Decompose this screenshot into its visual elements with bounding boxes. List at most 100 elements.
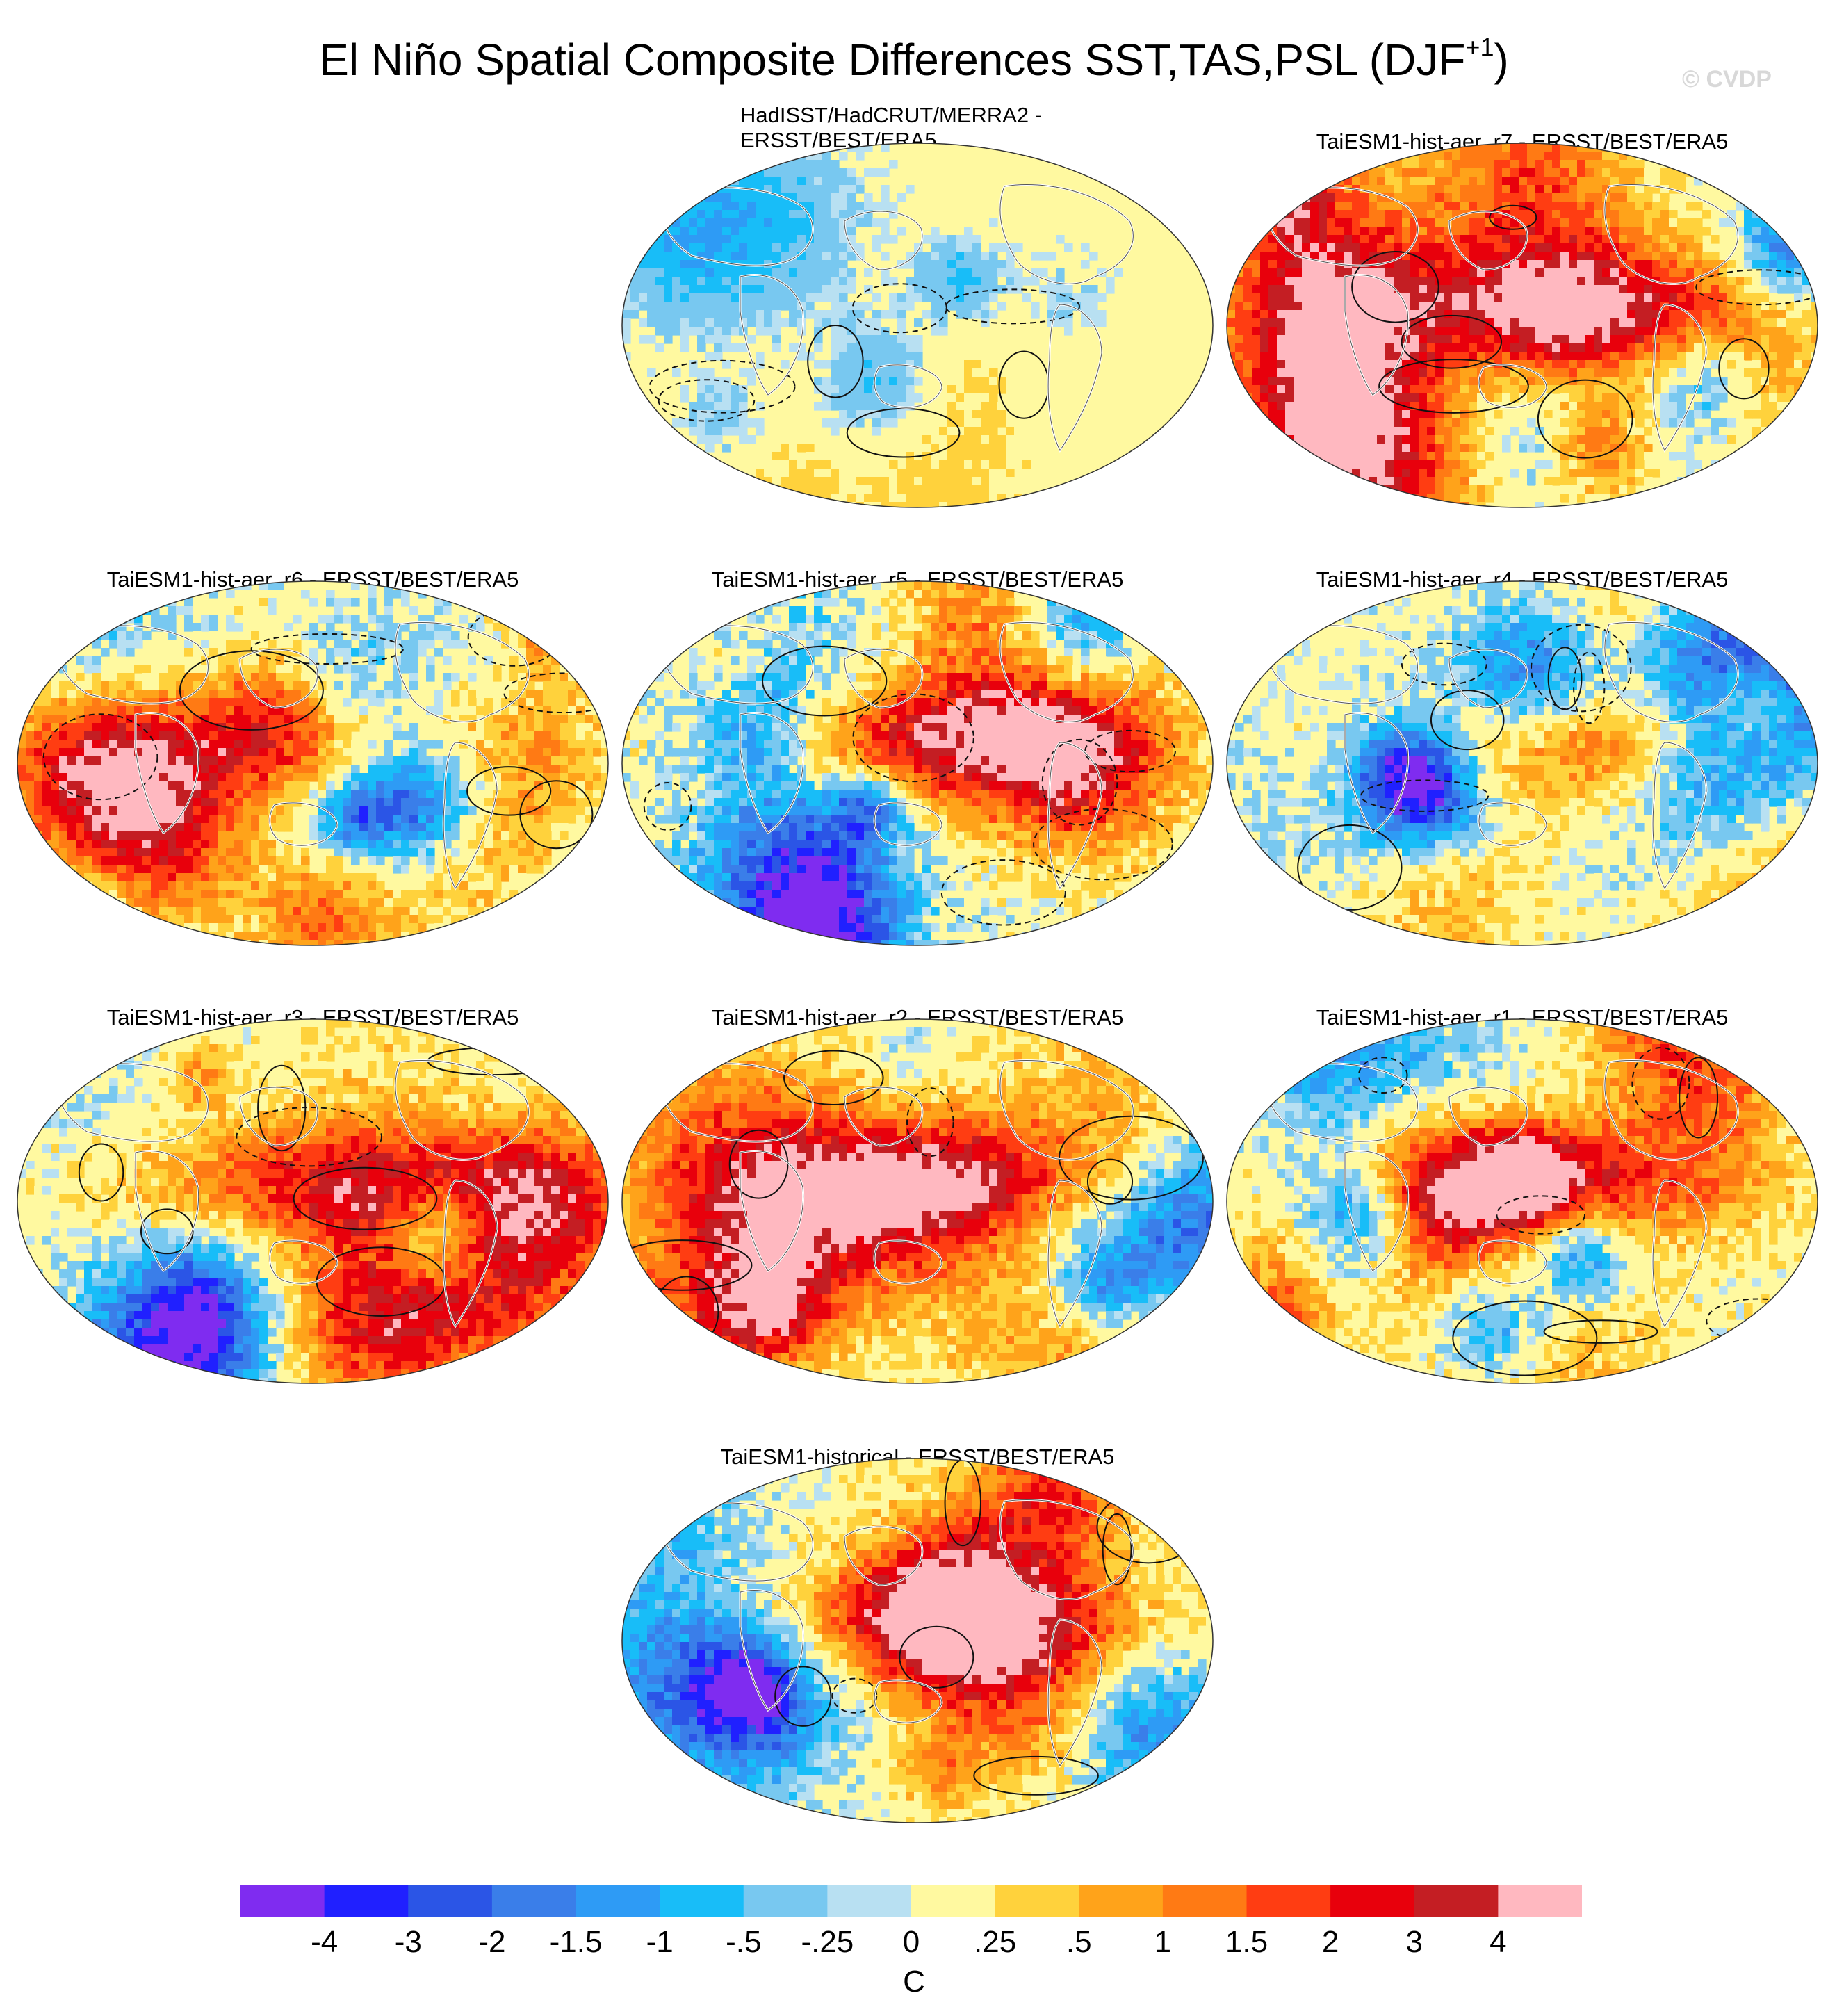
coastline <box>395 622 529 722</box>
colorbar-tick-label: -3 <box>366 1926 450 1959</box>
psl-contour <box>1401 642 1487 686</box>
map-border <box>621 1458 1214 1823</box>
coastline <box>844 1526 923 1586</box>
coastline <box>999 622 1134 722</box>
psl-contour <box>807 325 864 398</box>
coastline <box>1448 649 1528 708</box>
coastline <box>740 712 804 834</box>
coastline <box>1047 742 1102 889</box>
colorbar-swatch <box>1414 1885 1499 1917</box>
coastline <box>56 625 209 704</box>
colorbar-swatch <box>240 1885 325 1917</box>
psl-contour <box>1452 1300 1598 1376</box>
colorbar-tick-label: -.25 <box>785 1926 869 1959</box>
map-panel-r3: TaiESM1-hist-aer_r3 - ERSST/BEST/ERA5 <box>10 979 615 1396</box>
psl-contour <box>1543 1319 1658 1344</box>
map-panel-r6: TaiESM1-hist-aer_r6 - ERSST/BEST/ERA5 <box>10 541 615 958</box>
coastline <box>269 802 338 846</box>
anomaly-field <box>622 143 1213 507</box>
colorbar-swatch <box>408 1885 493 1917</box>
anomaly-field <box>1227 581 1818 945</box>
coastline <box>1266 625 1418 704</box>
map-panel-r4: TaiESM1-hist-aer_r4 - ERSST/BEST/ERA5 <box>1220 541 1825 958</box>
coastline <box>844 1087 923 1146</box>
colorbar-swatch <box>827 1885 912 1917</box>
colorbar-swatch <box>1162 1885 1247 1917</box>
anomaly-field <box>17 581 608 945</box>
coastline <box>135 712 199 834</box>
anomaly-field <box>1227 143 1818 507</box>
coastline <box>1478 364 1547 408</box>
robinson-map <box>621 1018 1214 1384</box>
anomaly-field <box>622 1458 1213 1823</box>
robinson-map <box>621 143 1214 508</box>
coastline <box>1652 1180 1707 1327</box>
map-panel-obs: HadISST/HadCRUT/MERRA2 - ERSST/BEST/ERA5 <box>615 103 1220 520</box>
coastline <box>56 1063 209 1142</box>
coastline <box>1604 1060 1738 1160</box>
colorbar-tick-label: -1.5 <box>534 1926 618 1959</box>
map-border <box>1226 143 1818 508</box>
psl-contour <box>1496 1195 1585 1235</box>
psl-contour <box>1695 269 1818 306</box>
psl-contour <box>783 1050 884 1106</box>
psl-contour <box>728 1129 789 1199</box>
map-panel-r7: TaiESM1-hist-aer_r7 - ERSST/BEST/ERA5 <box>1220 103 1825 520</box>
psl-contour <box>940 859 1066 926</box>
psl-contour <box>1430 690 1505 751</box>
psl-contour <box>643 782 692 831</box>
coastline <box>661 1063 813 1142</box>
coastline <box>1604 184 1738 284</box>
coastline <box>1047 304 1102 451</box>
colorbar-tick-label: -2 <box>450 1926 534 1959</box>
coastline <box>999 1499 1134 1600</box>
coastline <box>1344 712 1409 834</box>
colorbar-swatch <box>995 1885 1079 1917</box>
robinson-map <box>621 580 1214 946</box>
coastline <box>135 1150 199 1271</box>
psl-contour <box>1531 624 1632 713</box>
colorbar-tick-label: 1.5 <box>1205 1926 1289 1959</box>
coastline <box>874 802 942 846</box>
psl-contour <box>973 1755 1099 1796</box>
psl-contour <box>1059 1115 1205 1201</box>
psl-contour <box>1357 1057 1408 1094</box>
coastline <box>874 1240 942 1284</box>
map-panel-r5: TaiESM1-hist-aer_r5 - ERSST/BEST/ERA5 <box>615 541 1220 958</box>
psl-contour <box>1547 647 1583 710</box>
coastline <box>661 187 813 266</box>
robinson-map <box>1226 1018 1818 1384</box>
colorbar-tick-label: 2 <box>1289 1926 1372 1959</box>
colorbar-swatch <box>660 1885 744 1917</box>
coastline <box>844 649 923 708</box>
map-border <box>621 143 1214 508</box>
map-border <box>1226 1018 1818 1384</box>
robinson-map <box>17 580 609 946</box>
robinson-map <box>621 1458 1214 1823</box>
colorbar-tick-label: 4 <box>1456 1926 1540 1959</box>
psl-contour <box>466 766 552 816</box>
coastline <box>1047 1180 1102 1327</box>
psl-contour <box>622 1239 753 1291</box>
psl-contour <box>761 645 888 717</box>
coastline <box>1047 1619 1102 1766</box>
colorbar-swatch <box>1246 1885 1331 1917</box>
coastline <box>1344 274 1409 396</box>
psl-contour <box>1086 1158 1134 1205</box>
colorbar-swatch <box>911 1885 996 1917</box>
anomaly-field <box>622 1019 1213 1383</box>
psl-contour <box>1631 1047 1690 1120</box>
colorbar-tick-label: 0 <box>870 1926 953 1959</box>
robinson-map <box>17 1018 609 1384</box>
psl-contour <box>648 359 796 414</box>
colorbar-swatch <box>576 1885 660 1917</box>
coastline <box>874 1680 942 1723</box>
psl-contour <box>774 1666 832 1727</box>
coastline <box>874 364 942 408</box>
coastline <box>239 649 318 708</box>
colorbar <box>240 1885 1582 1917</box>
figure-title: El Niño Spatial Composite Differences SS… <box>0 19 1828 88</box>
colorbar-tick-label: 3 <box>1373 1926 1456 1959</box>
psl-contour <box>1102 1513 1132 1586</box>
psl-contour <box>1679 1057 1719 1139</box>
